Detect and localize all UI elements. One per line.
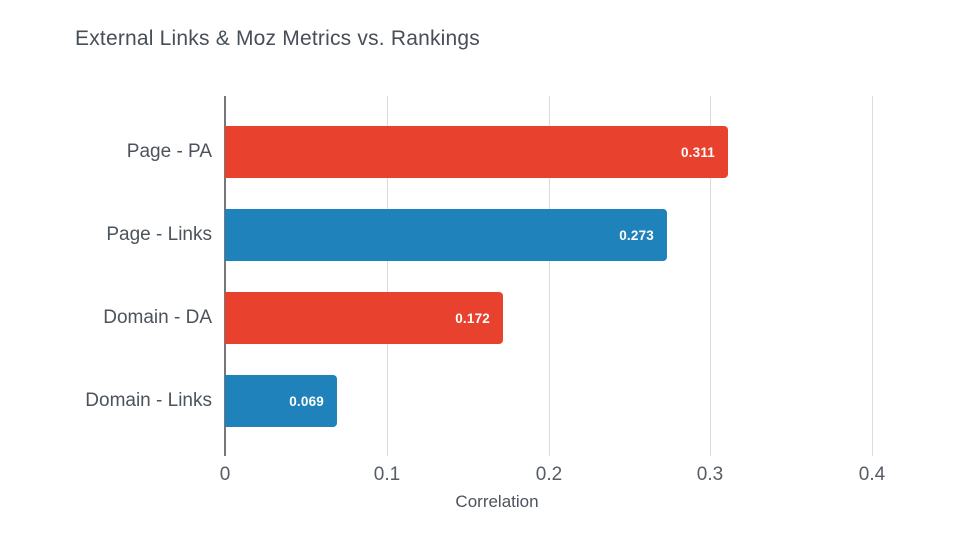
plot-area: 0 0.1 0.2 0.3 0.4 Page - PA 0.311 Page - Links 0…: [85, 96, 910, 485]
bar: 0.069: [225, 375, 337, 427]
y-axis-line: [224, 96, 226, 456]
x-tick-label: 0.1: [373, 464, 401, 485]
category-label: Page - PA: [126, 141, 212, 162]
category-label: Domain - Links: [85, 390, 212, 411]
category-label: Page - Links: [106, 224, 212, 245]
bar-value-label: 0.069: [289, 393, 324, 409]
category-label: Domain - DA: [103, 307, 212, 328]
bar-value-label: 0.311: [680, 144, 715, 160]
x-axis-label: Correlation: [455, 492, 539, 511]
bar: 0.273: [225, 209, 667, 261]
gridline: [387, 96, 388, 456]
bar: 0.172: [225, 292, 503, 344]
gridline: [872, 96, 873, 456]
x-tick-label: 0: [219, 464, 231, 485]
bar: 0.311: [225, 126, 728, 178]
bar-value-label: 0.172: [455, 310, 490, 326]
bar-value-label: 0.273: [619, 227, 654, 243]
gridline: [549, 96, 550, 456]
x-tick-label: 0.4: [858, 464, 886, 485]
x-tick-label: 0.3: [696, 464, 724, 485]
chart-title: External Links & Moz Metrics vs. Ranking…: [75, 27, 480, 50]
x-tick-label: 0.2: [535, 464, 563, 485]
gridline: [710, 96, 711, 456]
